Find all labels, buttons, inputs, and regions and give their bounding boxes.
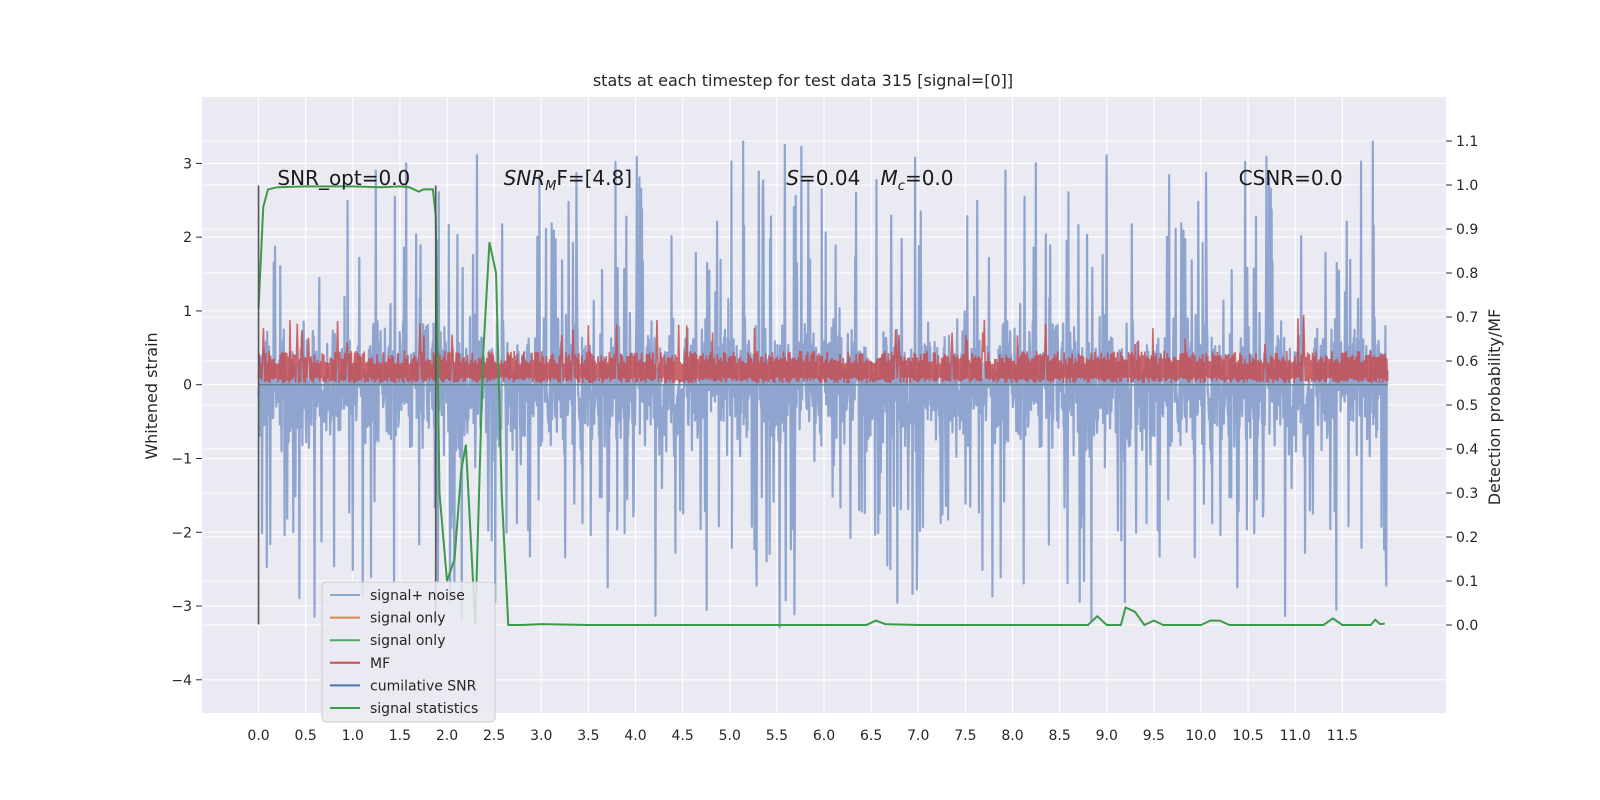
x-tick-label: 3.5 [577,728,599,744]
annotation-sub: M [545,179,556,194]
right-axis-label: Detection probability/MF [1485,309,1504,506]
x-tick-label: 1.5 [389,728,411,744]
x-tick-label: 10.0 [1185,728,1216,744]
y-tick-label: 0 [183,378,192,394]
y-tick-label: 1 [183,304,192,320]
right-tick-label: 0.2 [1456,530,1478,546]
x-tick-label: 9.0 [1096,728,1118,744]
right-tick-label: 0.4 [1456,442,1478,458]
annotation-tail: =0.0 [905,166,954,190]
right-tick-label: 0.7 [1456,310,1478,326]
y-tick-label: 2 [183,230,192,246]
x-tick-label: 4.0 [624,728,646,744]
chart-title: stats at each timestep for test data 315… [593,71,1013,90]
series-signal-statistics-5 [257,185,1385,627]
y-axis-label: Whitened strain [142,332,161,459]
annotation-tail: F=[4.8] [556,166,632,190]
y-tick-label: −4 [171,673,192,689]
x-tick-label: 6.5 [860,728,882,744]
x-axis-ticks: 0.0 0.5 1.0 1.5 2.0 2.5 3.0 3.5 4.0 4.5 5.0 5.5 6.0 6… [247,728,1358,744]
annotation-4: CSNR=0.0 [1239,166,1343,190]
legend: signal+ noise signal only signal only MF cum… [321,581,496,723]
y-tick-label: −2 [171,525,192,541]
y-axis-ticks: 3 2 1 0 −1 −2 −3 −4 [171,156,202,689]
x-tick-label: 5.5 [766,728,788,744]
legend-entry-5: signal statistics [370,701,478,717]
x-tick-label: 0.5 [295,728,317,744]
x-tick-label: 11.0 [1280,728,1311,744]
x-tick-label: 3.0 [530,728,552,744]
right-tick-label: 0.3 [1456,486,1478,502]
annotation-0: SNR_opt=0.0 [277,166,410,190]
right-tick-label: 0.6 [1456,354,1478,370]
right-tick-label: 0.0 [1456,618,1478,634]
right-tick-label: 0.8 [1456,266,1478,282]
x-tick-label: 4.5 [672,728,694,744]
x-tick-label: 7.0 [907,728,929,744]
annotation-2: S=0.04 [786,166,860,190]
x-tick-label: 5.0 [719,728,741,744]
annotation-main: S [786,166,799,190]
annotation-main: SNR [504,166,546,190]
x-tick-label: 11.5 [1327,728,1358,744]
right-axis-ticks: 1.1 1.0 0.9 0.8 0.7 0.6 0.5 0.4 0.3 0.2 0.1 0.0 [1446,134,1478,634]
right-tick-label: 1.1 [1456,134,1478,150]
x-tick-label: 0.0 [247,728,269,744]
x-tick-label: 8.5 [1048,728,1070,744]
x-tick-label: 6.0 [813,728,835,744]
legend-entry-3: MF [370,656,390,672]
x-tick-label: 9.5 [1143,728,1165,744]
x-tick-label: 8.0 [1001,728,1023,744]
annotation-sub: c [898,179,905,194]
y-tick-label: −1 [171,451,192,467]
right-tick-label: 0.5 [1456,398,1478,414]
right-tick-label: 0.9 [1456,222,1478,238]
annotation-3: Mc=0.0 [881,166,954,194]
right-tick-label: 0.1 [1456,574,1478,590]
legend-entry-0: signal+ noise [370,588,465,604]
legend-entry-1: signal only [370,611,445,627]
y-tick-label: −3 [171,599,192,615]
right-tick-label: 1.0 [1456,178,1478,194]
x-tick-label: 10.5 [1233,728,1264,744]
annotation-main: M [881,166,898,190]
annotation-tail: =0.04 [799,166,860,190]
legend-entry-2: signal only [370,633,445,649]
x-tick-label: 2.0 [436,728,458,744]
x-tick-label: 1.0 [342,728,364,744]
x-tick-label: 2.5 [483,728,505,744]
annotations: SNR_opt=0.0 SNRMF=[4.8] S=0.04 Mc=0.0 CSNR=0… [277,166,1342,194]
legend-box [321,581,496,723]
plot-clip-group [257,140,1389,629]
annotation-1: SNRMF=[4.8] [504,166,632,194]
legend-entry-4: cumilative SNR [370,678,477,694]
plot-series [257,140,1389,629]
series-mf-3 [257,314,1389,384]
x-tick-label: 7.5 [954,728,976,744]
y-tick-label: 3 [183,156,192,172]
